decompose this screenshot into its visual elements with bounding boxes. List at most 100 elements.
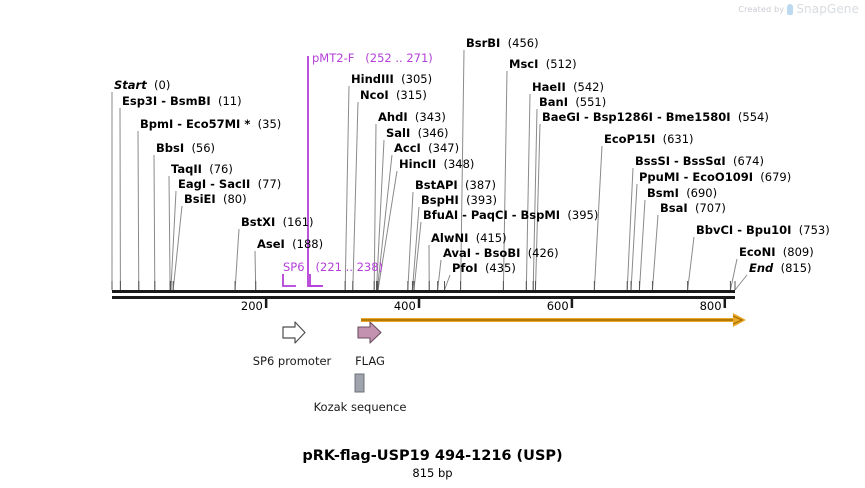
site-name: End [749, 261, 774, 275]
site-name: AlwNI [431, 231, 469, 245]
site-label-ecop15i: EcoP15I (631) [604, 133, 694, 145]
site-position: (0) [154, 78, 171, 92]
primer-label-pmt2-f: pMT2-F (252 .. 271) [312, 52, 433, 64]
snapgene-watermark: Created by SnapGene [738, 2, 859, 16]
site-name: HincII [399, 157, 437, 171]
site-label-start: Start (0) [114, 79, 170, 91]
site-label-sali: SalI (346) [386, 127, 449, 139]
site-label-esp3i-bsmbi: Esp3I - BsmBI (11) [122, 95, 242, 107]
site-position: (80) [223, 192, 247, 206]
primer-label-sp6: SP6 (221 .. 238) [283, 261, 383, 273]
ruler-label-200: 200 [240, 299, 263, 313]
watermark-created-by-text: Created by [738, 4, 785, 14]
site-position: (305) [401, 72, 433, 86]
site-label-hindiii: HindIII (305) [351, 73, 432, 85]
plasmid-length: 815 bp [412, 466, 453, 480]
watermark-brand-text: SnapGene [796, 2, 859, 16]
site-position: (387) [465, 178, 496, 192]
site-label-hincii: HincII (348) [399, 158, 474, 170]
site-position: (343) [414, 110, 446, 124]
site-position: (56) [191, 141, 216, 155]
site-label-bsai: BsaI (707) [660, 202, 726, 214]
site-label-msci: MscI (512) [509, 58, 577, 70]
site-label-bpmi-eco57mi: BpmI - Eco57MI * (35) [140, 118, 281, 130]
site-position: (674) [733, 154, 764, 168]
site-position: (809) [782, 245, 814, 259]
sequence-backbone-top [112, 290, 735, 293]
feature-label-sp6-promoter: SP6 promoter [252, 354, 332, 368]
sequence-backbone-bottom [112, 296, 735, 299]
site-position: (690) [686, 186, 718, 200]
site-position: (753) [798, 223, 830, 237]
site-label-haeii: HaeII (542) [532, 81, 604, 93]
site-position: (631) [662, 132, 694, 146]
site-label-bsiei: BsiEI (80) [184, 193, 247, 205]
site-name: BfuAI - PaqCI - BspMI [423, 208, 561, 222]
site-position: (679) [760, 170, 792, 184]
site-position: (395) [567, 208, 599, 222]
site-label-baegi-bsp1286i-bme1580i: BaeGI - Bsp1286I - Bme1580I (554) [542, 111, 769, 123]
site-position: (35) [257, 117, 282, 131]
feature-label-kozak-sequence: Kozak sequence [313, 400, 407, 414]
site-name: HaeII [532, 80, 566, 94]
site-label-bbsi: BbsI (56) [156, 142, 215, 154]
site-position: (188) [292, 237, 324, 251]
site-name: EagI - SacII [178, 177, 251, 191]
site-position: (315) [395, 88, 427, 102]
site-position: (512) [545, 57, 577, 71]
site-label-eagi-sacii: EagI - SacII (77) [178, 178, 281, 190]
site-name: BstXI [241, 215, 276, 229]
site-position: (456) [507, 36, 539, 50]
site-position: (542) [573, 80, 604, 94]
plasmid-title: pRK-flag-USP19 494-1216 (USP) [302, 448, 563, 464]
site-position: (815) [780, 261, 812, 275]
site-label-ahdi: AhdI (343) [378, 111, 446, 123]
site-name: BsaI [660, 201, 688, 215]
site-position: (77) [257, 177, 282, 191]
site-name: BstAPI [415, 178, 458, 192]
site-name: Start [114, 78, 147, 92]
primer-range: (221 .. 238) [315, 260, 384, 274]
site-label-avai-bsobi: AvaI - BsoBI (426) [443, 247, 559, 259]
primer-name: SP6 [283, 260, 305, 274]
site-label-asei: AseI (188) [257, 238, 323, 250]
site-label-bstapi: BstAPI (387) [415, 179, 496, 191]
site-name: AvaI - BsoBI [443, 246, 521, 260]
site-position: (76) [209, 162, 233, 176]
site-position: (11) [217, 94, 242, 108]
site-position: (348) [443, 157, 475, 171]
site-name: AseI [257, 237, 285, 251]
site-position: (161) [282, 215, 314, 229]
ruler-label-800: 800 [699, 299, 722, 313]
site-label-taqii: TaqII (76) [171, 163, 233, 175]
site-name: AccI [394, 141, 421, 155]
site-name: BpmI - Eco57MI * [140, 117, 251, 131]
ruler-label-600: 600 [546, 299, 569, 313]
flag-feature-arrow-icon [357, 321, 382, 344]
site-label-bsssi-bsss-i: BssSI - BssSαI (674) [635, 155, 764, 167]
site-position: (551) [575, 95, 607, 109]
site-name: BbsI [156, 141, 185, 155]
site-name: NcoI [360, 88, 389, 102]
site-label-bbvci-bpu10i: BbvCI - Bpu10I (753) [696, 224, 830, 236]
sp6-promoter-arrow-icon [282, 321, 306, 344]
site-position: (707) [694, 201, 726, 215]
site-name: EcoP15I [604, 132, 656, 146]
ruler-label-400: 400 [393, 299, 416, 313]
usp-feature-arrow [361, 313, 746, 327]
kozak-sequence-box-icon [354, 373, 365, 393]
site-name: TaqII [171, 162, 202, 176]
site-label-acci: AccI (347) [394, 142, 459, 154]
primer-mark-sp6 [282, 274, 323, 287]
site-name: BbvCI - Bpu10I [696, 223, 792, 237]
site-name: BsmI [647, 186, 679, 200]
site-label-end: End (815) [749, 262, 812, 274]
site-name: HindIII [351, 72, 394, 86]
primer-marks [282, 56, 323, 287]
site-position: (393) [466, 193, 497, 207]
site-label-econi: EcoNI (809) [739, 246, 814, 258]
primer-range: (252 .. 271) [365, 51, 433, 65]
site-label-ncoi: NcoI (315) [360, 89, 427, 101]
